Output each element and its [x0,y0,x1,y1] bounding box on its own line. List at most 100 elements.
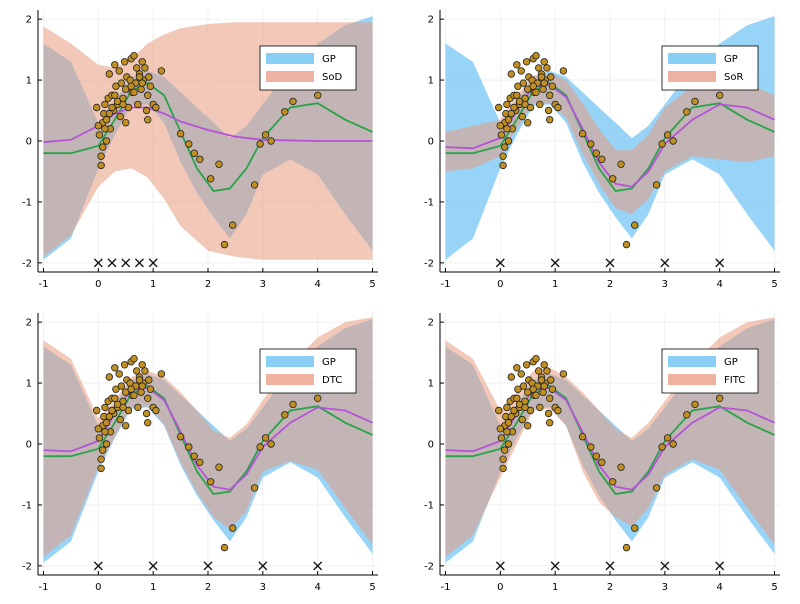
observation-point [121,85,130,93]
observation-point [314,91,322,99]
y-tick-label: -1 [22,197,32,208]
observation-point [97,455,105,463]
panel-top-left: -1 0 1 2 3 4 5 -2 -1 0 1 2 GP SoD [22,10,378,290]
observation-point [127,82,135,90]
observation-point [101,403,109,412]
observation-point [587,140,595,148]
observation-point [663,131,672,139]
legend: GP SoR [661,45,759,91]
observation-point [507,412,515,421]
observation-point [540,382,548,390]
observation-point [94,122,102,130]
x-tick-label: 2 [205,279,211,290]
observation-point [190,452,198,460]
observation-point [532,355,540,363]
observation-point [609,478,617,486]
observation-point [524,388,532,396]
y-tick-label: 0 [26,440,32,451]
observation-point [145,376,153,384]
x-tick-label: 4 [315,582,321,593]
observation-point [503,403,511,412]
observation-point [617,463,625,471]
observation-point [111,61,119,69]
inducing-point-marker [313,561,323,571]
observation-point [95,131,104,139]
legend-swatch [266,374,314,385]
observation-point [540,58,548,66]
inducing-point-marker [93,258,103,268]
observation-point [669,440,677,448]
y-tick-label: 1 [428,76,434,87]
observation-point [517,370,525,378]
observation-point [105,70,113,78]
legend: GP SoD [259,45,357,91]
inducing-point-marker [550,258,560,268]
observation-point [691,400,699,409]
observation-point [113,97,122,106]
observation-point [117,79,126,87]
observation-point [496,425,504,433]
observation-point [510,406,518,415]
observation-point [592,452,600,460]
legend-box [259,348,357,394]
observation-point [111,91,119,99]
y-tick-label: 1 [26,379,32,390]
observation-point [111,364,119,372]
observation-point [499,455,507,463]
inducing-point-marker [715,258,725,268]
observation-point [547,73,555,81]
y-tick-label: -2 [22,561,32,572]
observation-point [499,464,507,473]
observation-point [518,112,526,121]
y-tick-label: 2 [428,318,434,329]
observation-point [524,85,532,93]
observation-point [97,161,105,170]
legend-swatch [266,71,314,82]
observation-point [497,131,506,139]
x-tick-label: 5 [369,279,375,290]
legend-label: SoD [322,72,342,83]
observation-point [116,112,124,121]
legend-swatch [668,374,716,385]
observation-point [111,394,119,402]
legend-label: FITC [724,375,745,386]
y-tick-label: 2 [26,318,32,329]
observation-point [250,181,259,189]
legend-swatch [668,356,716,367]
observation-point [496,122,504,130]
observation-point [554,103,562,112]
legend-box [259,45,357,91]
y-tick-label: 2 [428,15,434,26]
observation-point [102,115,111,124]
observation-point [524,422,532,430]
observation-point [134,403,142,412]
observation-point [143,91,152,99]
observation-point [105,412,113,421]
observation-point [176,433,185,441]
observation-point [517,67,525,75]
observation-point [522,361,531,369]
legend-box [661,348,759,394]
observation-point [95,434,104,442]
observation-point [504,440,513,448]
observation-point [524,118,532,127]
observation-point [548,385,557,393]
x-tick-label: 1 [150,279,156,290]
observation-point [578,129,587,138]
observation-point [497,434,506,442]
y-tick-label: 0 [428,440,434,451]
observation-point [546,394,554,402]
y-tick-label: -2 [424,561,434,572]
observation-point [536,403,544,412]
observation-point [658,443,666,451]
observation-point [112,82,120,90]
y-tick-label: 2 [26,15,32,26]
observation-point [137,388,145,396]
observation-point [515,97,524,106]
observation-point [537,73,546,81]
observation-point [519,79,528,87]
observation-point [522,58,531,66]
observation-point [102,440,111,448]
observation-point [507,109,515,118]
observation-point [652,484,661,492]
